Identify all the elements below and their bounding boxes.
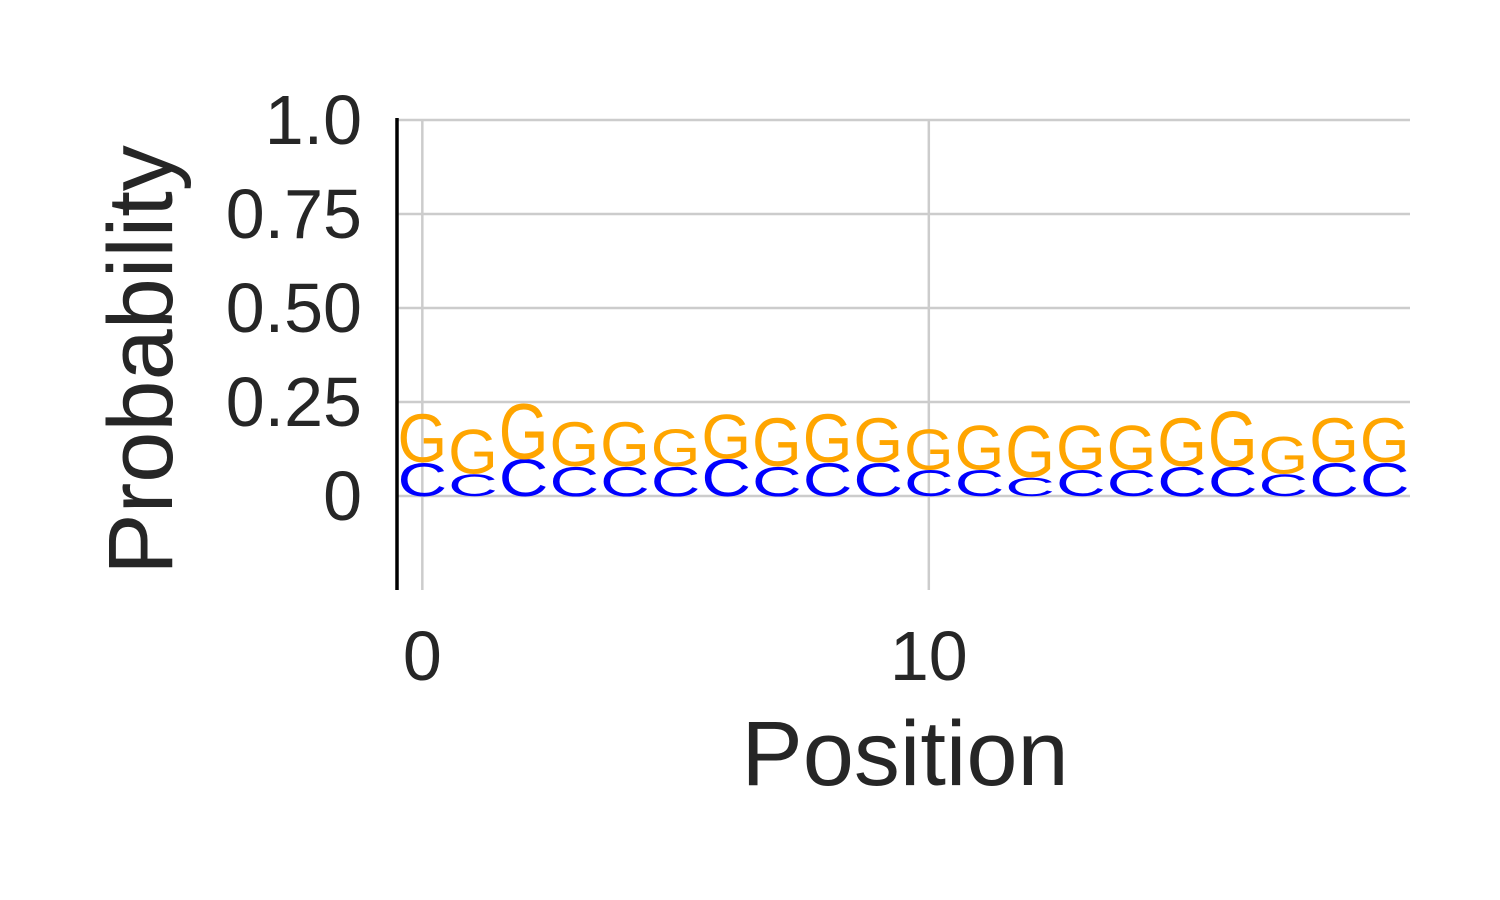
logo-letter-c: C	[600, 458, 650, 505]
logo-letter-g: G	[549, 410, 599, 480]
logo-letter-c: C	[1309, 454, 1359, 506]
logo-letter-g: G	[651, 419, 701, 477]
logo-letter-g: G	[1107, 414, 1157, 484]
logo-letter-c: C	[803, 454, 853, 506]
logo-letter-g: G	[1360, 407, 1410, 477]
logo-letter-c: C	[1360, 454, 1410, 506]
logo-letter-c: C	[955, 463, 1005, 504]
y-axis-label: Probability	[90, 145, 192, 575]
logo-letter-c: C	[1056, 463, 1106, 504]
logo-letter-g: G	[600, 410, 650, 480]
logo-letter-c: C	[398, 454, 448, 506]
grid	[397, 118, 1410, 590]
logo-letter-c: C	[853, 454, 903, 506]
logo-letter-g: G	[1259, 427, 1309, 485]
logo-letter-c: C	[1208, 458, 1258, 505]
logo-letter-g: G	[1309, 407, 1359, 477]
logo-letter-g: G	[398, 401, 448, 477]
y-tick-label: 0.75	[226, 175, 362, 253]
logo-letter-g: G	[1005, 411, 1055, 493]
logo-letter-c: C	[701, 449, 751, 507]
x-tick-label: 0	[403, 617, 442, 695]
logo-letter-g: G	[701, 403, 751, 473]
logo-letter-c: C	[448, 468, 498, 503]
logo-letter-g: G	[955, 414, 1005, 484]
logo-letter-g: G	[904, 417, 954, 482]
logo-letter-c: C	[549, 458, 599, 505]
logo-letter-c: C	[499, 449, 549, 507]
x-tick-label: 10	[890, 617, 968, 695]
logo-letter-g: G	[1208, 396, 1258, 484]
logo-letter-c: C	[1259, 468, 1309, 503]
logo-letter-c: C	[651, 458, 701, 505]
y-tick-label: 0.25	[226, 363, 362, 441]
axes: 0 0.25 0.50 0.75 1.0 0 10	[226, 81, 968, 695]
y-tick-label: 1.0	[265, 81, 362, 159]
y-tick-label: 0.50	[226, 269, 362, 347]
logo-letter-c: C	[904, 463, 954, 504]
logo-letter-c: C	[1005, 473, 1055, 502]
logo-letter-g: G	[1056, 414, 1106, 484]
x-axis-label: Position	[741, 703, 1068, 805]
logo-letter-c: C	[752, 458, 802, 505]
logo-letter-g: G	[752, 405, 802, 481]
y-tick-label: 0	[323, 457, 362, 535]
logo-letter-g: G	[499, 388, 549, 476]
logo-letter-c: C	[1107, 463, 1157, 504]
logo-letter-g: G	[1157, 405, 1207, 481]
logo-letter-g: G	[803, 401, 853, 477]
logo-letter-g: G	[448, 418, 498, 488]
logo-letter-c: C	[1157, 458, 1207, 505]
logo-letter-g: G	[853, 407, 903, 477]
